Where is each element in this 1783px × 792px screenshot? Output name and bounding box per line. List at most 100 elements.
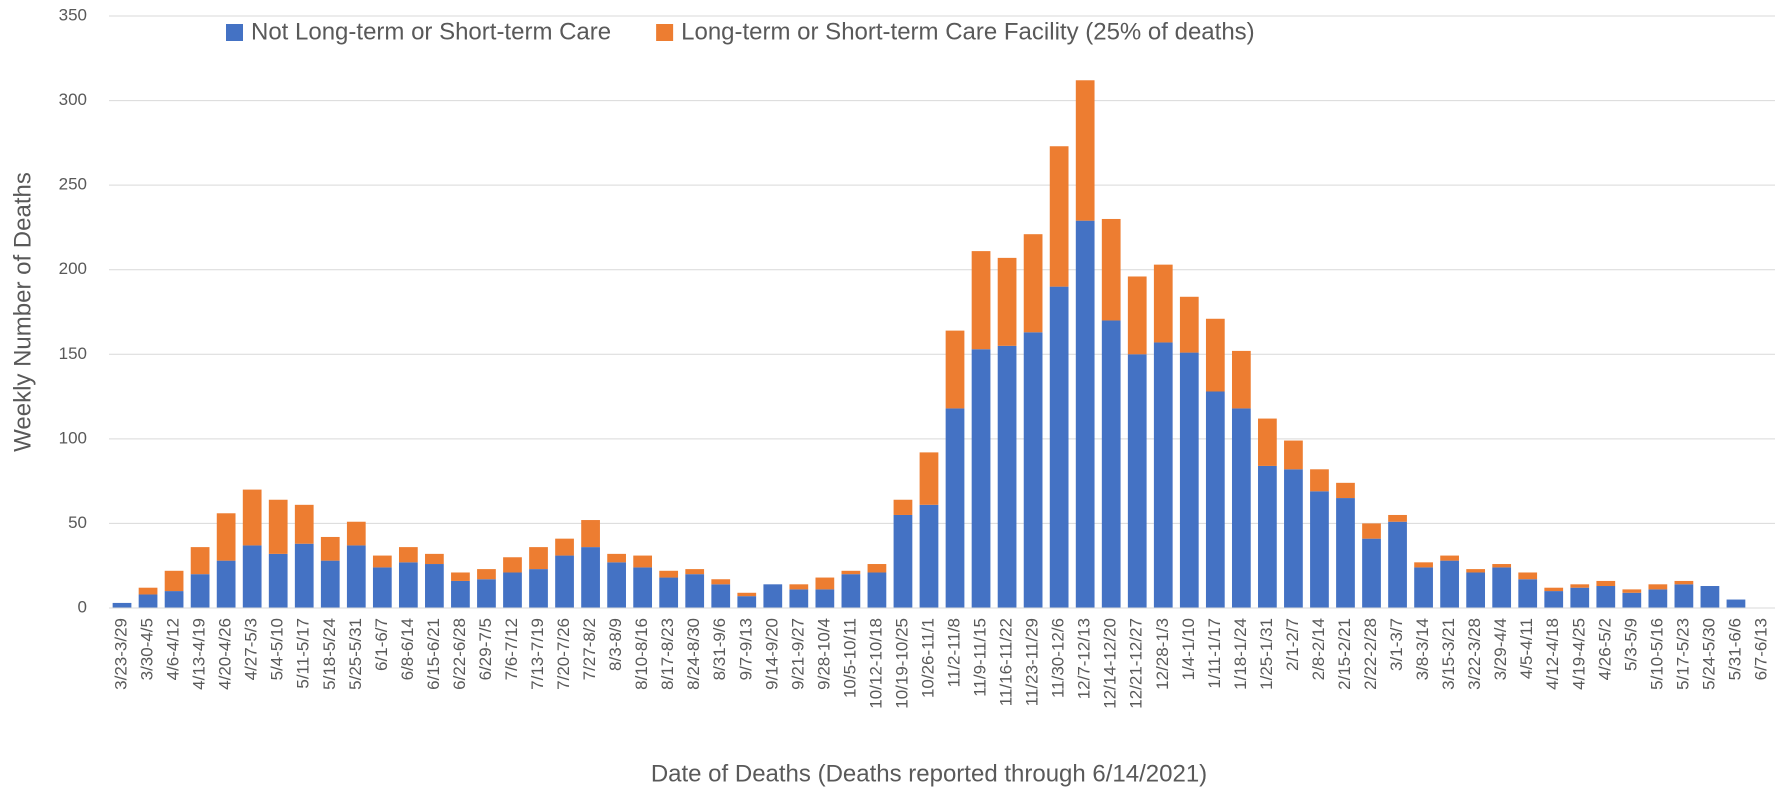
bar-segment xyxy=(659,570,679,578)
x-tick-label: 8/24-8/30 xyxy=(684,618,703,690)
x-tick-label: 1/18-1/24 xyxy=(1231,618,1250,690)
bar-segment xyxy=(841,570,861,575)
bar-segment xyxy=(1648,584,1668,590)
x-tick-label: 11/30-12/6 xyxy=(1049,618,1068,698)
bar-segment xyxy=(685,574,705,608)
bar-segment xyxy=(1440,560,1459,608)
bar-segment xyxy=(1388,521,1407,608)
bar-segment xyxy=(1101,320,1121,608)
bar-segment xyxy=(216,513,236,561)
bar-segment xyxy=(1127,354,1147,608)
bar-segment xyxy=(555,538,574,556)
bar-segment xyxy=(1258,465,1277,608)
x-tick-label: 1/4-1/10 xyxy=(1179,618,1198,680)
bar-segment xyxy=(1049,146,1069,287)
bar-segment xyxy=(867,572,887,608)
bar-segment xyxy=(1153,342,1173,608)
x-tick-label: 12/7-12/13 xyxy=(1075,618,1094,699)
bar-segment xyxy=(503,572,522,608)
bar-segment xyxy=(398,547,418,563)
x-tick-label: 8/3-8/9 xyxy=(606,618,625,671)
bar-segment xyxy=(945,330,965,409)
x-tick-label: 3/30-4/5 xyxy=(138,618,157,680)
bar-segment xyxy=(216,560,236,608)
x-tick-label: 5/31-6/6 xyxy=(1725,618,1744,680)
bar-segment xyxy=(1075,80,1095,221)
bar-segment xyxy=(841,574,861,608)
bar-segment xyxy=(1596,586,1616,608)
bar-segment xyxy=(242,545,262,608)
bar-segment xyxy=(581,547,600,608)
bar-segment xyxy=(1674,584,1694,608)
x-tick-label: 10/19-10/25 xyxy=(892,618,911,709)
x-tick-label: 11/9-11/15 xyxy=(971,618,990,697)
bar-segment xyxy=(1622,589,1642,593)
bar-segment xyxy=(503,557,522,573)
y-tick-label: 350 xyxy=(59,5,87,24)
x-tick-label: 4/5-4/11 xyxy=(1517,618,1536,679)
x-tick-label: 5/17-5/23 xyxy=(1673,618,1692,690)
bar-segment xyxy=(1284,469,1303,608)
y-tick-label: 200 xyxy=(59,259,87,278)
bar-segment xyxy=(1440,555,1459,561)
bar-segment xyxy=(451,572,470,581)
x-tick-label: 5/25-5/31 xyxy=(346,618,365,690)
bar-segment xyxy=(1544,591,1564,608)
x-tick-label: 10/12-10/18 xyxy=(866,618,885,709)
bar-segment xyxy=(1544,587,1564,592)
bar-segment xyxy=(1596,580,1616,587)
y-tick-label: 100 xyxy=(59,428,87,447)
bar-segment xyxy=(372,567,392,608)
bar-segment xyxy=(815,589,835,608)
bar-segment xyxy=(1179,352,1199,608)
legend-label: Not Long-term or Short-term Care xyxy=(251,18,611,45)
x-tick-label: 7/20-7/26 xyxy=(554,618,573,690)
x-tick-label: 5/10-5/16 xyxy=(1647,618,1666,690)
bar-segment xyxy=(1414,567,1433,608)
bar-segment xyxy=(763,584,783,608)
bar-segment xyxy=(164,591,184,608)
x-tick-label: 4/27-5/3 xyxy=(242,618,261,680)
bar-segment xyxy=(1414,562,1433,568)
bar-segment xyxy=(1231,350,1251,409)
bar-segment xyxy=(1101,218,1121,321)
x-tick-label: 5/18-5/24 xyxy=(320,618,339,690)
bar-segment xyxy=(815,577,835,590)
x-tick-label: 5/4-5/10 xyxy=(268,618,287,680)
x-tick-label: 6/7-6/13 xyxy=(1751,618,1770,680)
bar-segment xyxy=(633,555,653,568)
bar-segment xyxy=(268,553,288,608)
bar-segment xyxy=(164,570,184,592)
legend-label: Long-term or Short-term Care Facility (2… xyxy=(681,18,1255,45)
bar-segment xyxy=(893,499,913,515)
bar-segment xyxy=(190,574,210,608)
bar-segment xyxy=(112,602,132,608)
y-tick-label: 300 xyxy=(59,90,87,109)
x-tick-label: 7/27-8/2 xyxy=(580,618,599,680)
x-tick-label: 5/24-5/30 xyxy=(1699,618,1718,690)
x-tick-label: 9/28-10/4 xyxy=(814,618,833,690)
x-tick-label: 6/8-6/14 xyxy=(398,618,417,680)
x-tick-label: 11/2-11/8 xyxy=(945,618,964,687)
bar-segment xyxy=(1127,276,1147,355)
bar-segment xyxy=(398,562,418,608)
x-tick-label: 2/22-2/28 xyxy=(1361,618,1380,690)
x-tick-label: 2/8-2/14 xyxy=(1309,618,1328,680)
x-tick-label: 12/21-12/27 xyxy=(1127,618,1146,709)
bar-segment xyxy=(425,564,444,608)
y-axis-label: Weekly Number of Deaths xyxy=(9,172,36,452)
bar-segment xyxy=(294,504,314,544)
bar-segment xyxy=(1023,234,1043,333)
x-tick-label: 3/15-3/21 xyxy=(1439,618,1458,690)
bar-segment xyxy=(372,555,392,568)
bar-segment xyxy=(893,514,913,608)
x-tick-label: 4/13-4/19 xyxy=(190,618,209,690)
bar-segment xyxy=(971,251,991,350)
bar-segment xyxy=(1205,318,1225,392)
bar-segment xyxy=(1648,589,1668,608)
bar-segment xyxy=(1362,523,1381,539)
bar-segment xyxy=(1622,592,1642,608)
bar-segment xyxy=(1153,264,1173,343)
x-tick-label: 7/6-7/12 xyxy=(502,618,521,680)
bar-segment xyxy=(789,584,809,590)
